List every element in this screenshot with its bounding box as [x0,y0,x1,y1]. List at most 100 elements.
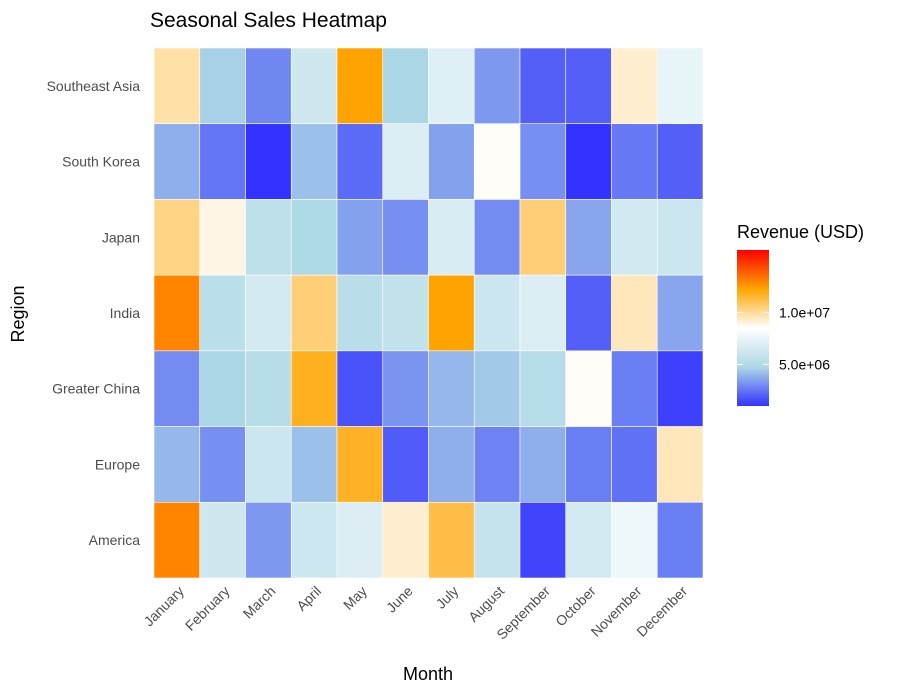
x-tick-label: May [340,583,370,613]
y-tick-label: Southeast Asia [47,78,141,94]
heatmap-cell [611,426,658,503]
heatmap-cell [153,426,201,503]
heatmap-cell [565,426,612,503]
heatmap-cell [565,199,612,276]
y-tick-label: South Korea [62,154,140,170]
heatmap-cell [656,350,704,427]
heatmap-cell [336,501,384,579]
heatmap-cell [656,501,704,579]
heatmap-cell [290,501,338,579]
heatmap-cell [199,274,246,352]
heatmap-cell [290,199,338,276]
heatmap-cell [199,47,246,125]
heatmap-cell [565,274,612,352]
heatmap-cell [473,426,521,503]
heatmap-cell [245,350,292,427]
heatmap-cell [336,350,384,427]
heatmap-cell [611,47,658,125]
heatmap-cell [565,123,612,200]
heatmap-cell [382,199,429,276]
heatmap-cell [428,199,475,276]
heatmap-cell [656,47,704,125]
heatmap-cell [199,426,246,503]
heatmap-cell [382,47,429,125]
y-axis-title: Region [8,285,28,342]
heatmap-cell [290,47,338,125]
heatmap-cell [290,123,338,200]
colorbar-title: Revenue (USD) [737,222,864,242]
heatmap-cell [519,426,567,503]
heatmap-cell [519,123,567,200]
chart-title: Seasonal Sales Heatmap [150,9,387,32]
heatmap-cell [519,47,567,125]
heatmap-cell [245,47,292,125]
heatmap-cell [245,123,292,200]
y-tick-label: India [110,305,141,321]
heatmap-cell [611,274,658,352]
heatmap-cell [611,350,658,427]
heatmap-cell [382,501,429,579]
heatmap-cell [336,123,384,200]
heatmap-cell [656,123,704,200]
heatmap-cell [245,199,292,276]
y-tick-label: Japan [102,229,140,245]
heatmap-cell [245,274,292,352]
heatmap-cell [473,123,521,200]
heatmap-cell [428,501,475,579]
heatmap-cell [656,426,704,503]
heatmap-cell [153,350,201,427]
colorbar-ticks: 1.0e+07 5.0e+06 [737,304,830,372]
heatmap-cell [428,123,475,200]
y-tick-label: Europe [95,456,140,472]
x-tick-label: December [633,583,690,640]
heatmap-cell [656,274,704,352]
colorbar-gradient [737,250,769,406]
heatmap-cell [290,274,338,352]
x-tick-label: March [240,583,279,622]
heatmap-cell [336,274,384,352]
y-tick-labels: Southeast Asia South Korea Japan India Great… [47,78,141,548]
x-tick-label: August [465,583,507,625]
y-tick-label: America [89,532,141,548]
heatmap-cell [382,274,429,352]
heatmap-cell [290,350,338,427]
heatmap-cell [153,123,201,200]
heatmap-cell [153,199,201,276]
heatmap-cell [611,501,658,579]
heatmap-cell [473,274,521,352]
x-tick-label: July [433,583,462,612]
x-tick-label: October [552,583,599,630]
y-tick-label: Greater China [52,381,140,397]
colorbar-legend: Revenue (USD) 1.0e+07 5.0e+06 [737,222,864,406]
heatmap-cell [199,501,246,579]
heatmap-cell [290,426,338,503]
heatmap-cell [473,47,521,125]
heatmap-cell [565,47,612,125]
heatmap-cell [336,47,384,125]
heatmap-cell [382,123,429,200]
x-tick-label: June [383,583,416,616]
heatmap-cell [199,199,246,276]
x-tick-label: February [182,583,233,634]
heatmap-cell [245,501,292,579]
heatmap-cells [153,47,704,579]
heatmap-cell [336,199,384,276]
heatmap-cell [382,426,429,503]
heatmap-cell [199,350,246,427]
heatmap-cell [519,501,567,579]
heatmap-cell [153,501,201,579]
heatmap-cell [245,426,292,503]
heatmap-cell [428,47,475,125]
heatmap-cell [153,274,201,352]
heatmap-cell [611,199,658,276]
heatmap-cell [336,426,384,503]
colorbar-tick-label: 1.0e+07 [779,304,830,320]
x-axis-title: Month [403,664,453,684]
heatmap-cell [473,501,521,579]
heatmap-cell [473,199,521,276]
heatmap-cell [199,123,246,200]
x-tick-label: April [293,583,324,614]
heatmap-cell [519,199,567,276]
heatmap-cell [428,426,475,503]
